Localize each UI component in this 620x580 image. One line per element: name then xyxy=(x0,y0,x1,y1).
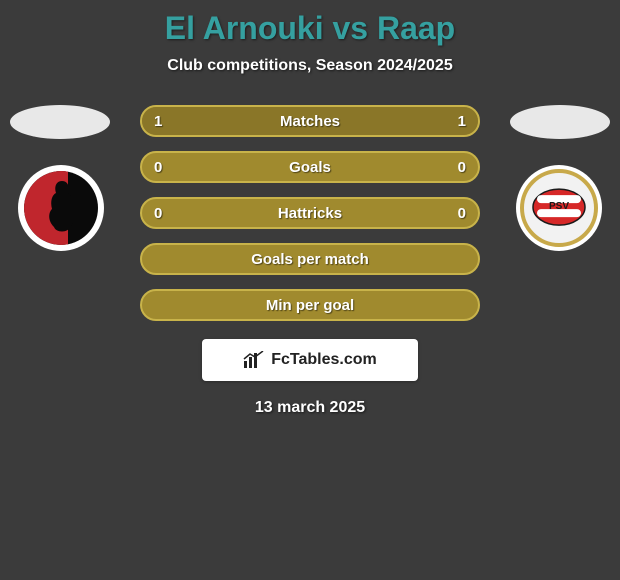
brand-text: FcTables.com xyxy=(271,351,377,369)
right-club-badge: PSV xyxy=(516,165,602,251)
stat-left-value: 1 xyxy=(154,113,162,130)
stat-label: Matches xyxy=(280,113,340,130)
left-club-badge xyxy=(18,165,104,251)
stat-label: Min per goal xyxy=(266,297,354,314)
stat-left-value: 0 xyxy=(154,205,162,222)
generation-date: 13 march 2025 xyxy=(0,399,620,417)
svg-text:PSV: PSV xyxy=(549,201,569,212)
stat-bar: Min per goal xyxy=(140,289,480,321)
stat-right-value: 1 xyxy=(458,113,466,130)
stat-bars: 1 Matches 1 0 Goals 0 0 Hattricks 0 Goals per mat… xyxy=(140,105,480,321)
page-title: El Arnouki vs Raap xyxy=(0,0,620,47)
page-subtitle: Club competitions, Season 2024/2025 xyxy=(0,57,620,75)
left-player-disc xyxy=(10,105,110,139)
psv-shield-icon: PSV xyxy=(531,185,587,229)
stat-left-value: 0 xyxy=(154,159,162,176)
stat-bar: 0 Goals 0 xyxy=(140,151,480,183)
brand-card[interactable]: FcTables.com xyxy=(202,339,418,381)
stat-label: Hattricks xyxy=(278,205,342,222)
right-player-disc xyxy=(510,105,610,139)
stat-right-value: 0 xyxy=(458,205,466,222)
stat-label: Goals per match xyxy=(251,251,369,268)
comparison-panel: PSV 1 Matches 1 0 Goals 0 0 Hattricks 0 Goals per… xyxy=(0,105,620,321)
bar-chart-icon xyxy=(243,351,265,369)
stat-bar: 0 Hattricks 0 xyxy=(140,197,480,229)
stat-label: Goals xyxy=(289,159,331,176)
stat-right-value: 0 xyxy=(458,159,466,176)
stat-bar: Goals per match xyxy=(140,243,480,275)
trophy-silhouette-icon xyxy=(42,179,82,237)
stat-bar: 1 Matches 1 xyxy=(140,105,480,137)
